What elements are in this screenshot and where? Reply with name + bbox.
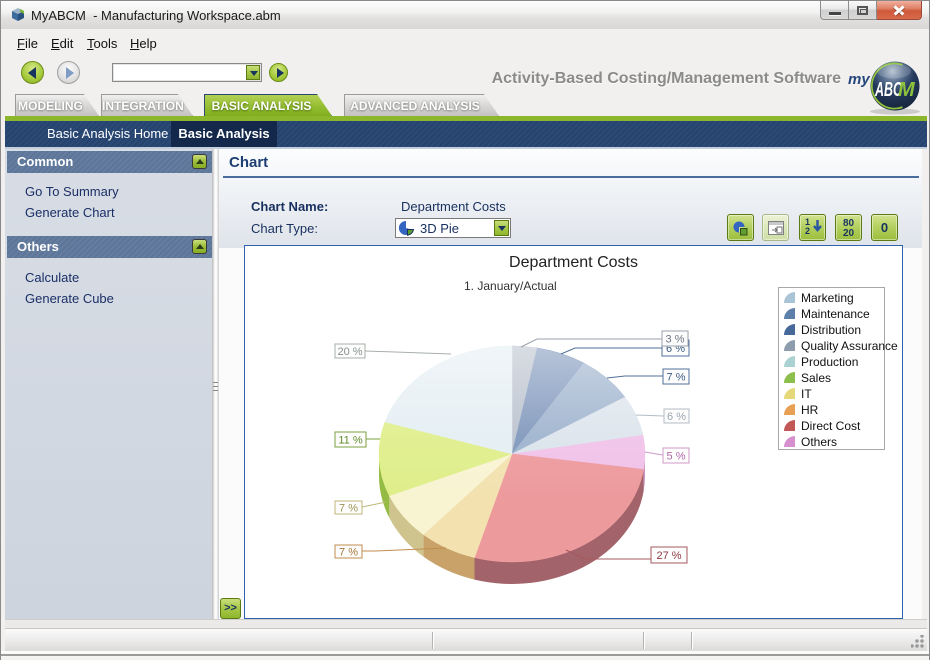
svg-text:27 %: 27 % [656, 550, 681, 562]
svg-text:7 %: 7 % [667, 372, 686, 384]
svg-text:5 %: 5 % [667, 451, 686, 463]
svg-text:7 %: 7 % [339, 547, 358, 559]
svg-text:ABC: ABC [874, 79, 902, 101]
svg-text:7 %: 7 % [339, 503, 358, 515]
svg-text:M: M [898, 79, 916, 101]
svg-text:3 %: 3 % [666, 334, 685, 346]
svg-text:11 %: 11 % [338, 435, 362, 447]
svg-text:my: my [848, 71, 870, 88]
svg-text:20 %: 20 % [337, 346, 362, 358]
svg-text:6 %: 6 % [667, 411, 686, 423]
